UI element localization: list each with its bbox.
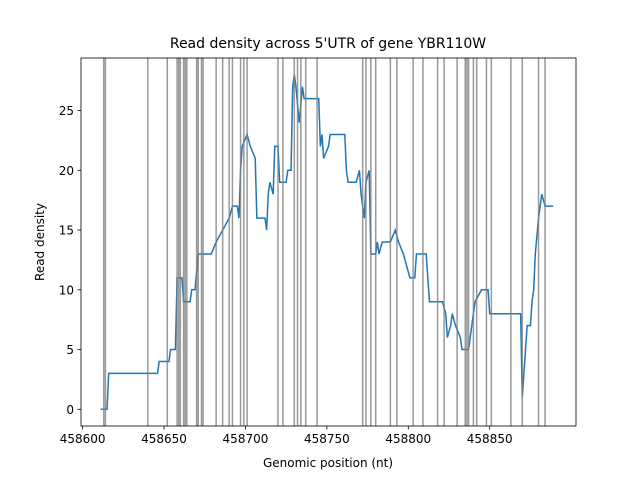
y-tick-label: 5 xyxy=(66,343,74,357)
y-tick-label: 10 xyxy=(59,283,74,297)
x-tick-label: 458600 xyxy=(60,432,106,446)
y-tick-label: 25 xyxy=(59,104,74,118)
x-tick-label: 458650 xyxy=(141,432,187,446)
y-axis-label: Read density xyxy=(33,203,47,281)
chart-title: Read density across 5'UTR of gene YBR110… xyxy=(170,36,486,52)
axes-frame xyxy=(80,57,577,427)
y-tick-label: 15 xyxy=(59,224,74,238)
data-line xyxy=(100,74,554,411)
x-tick-label: 458850 xyxy=(467,432,513,446)
y-tick-label: 20 xyxy=(59,164,74,178)
x-tick-label: 458700 xyxy=(223,432,269,446)
y-tick-label: 0 xyxy=(66,403,74,417)
x-tick-label: 458750 xyxy=(304,432,350,446)
plot-area xyxy=(100,58,554,426)
x-tick-label: 458800 xyxy=(385,432,431,446)
x-axis-label: Genomic position (nt) xyxy=(263,456,393,470)
